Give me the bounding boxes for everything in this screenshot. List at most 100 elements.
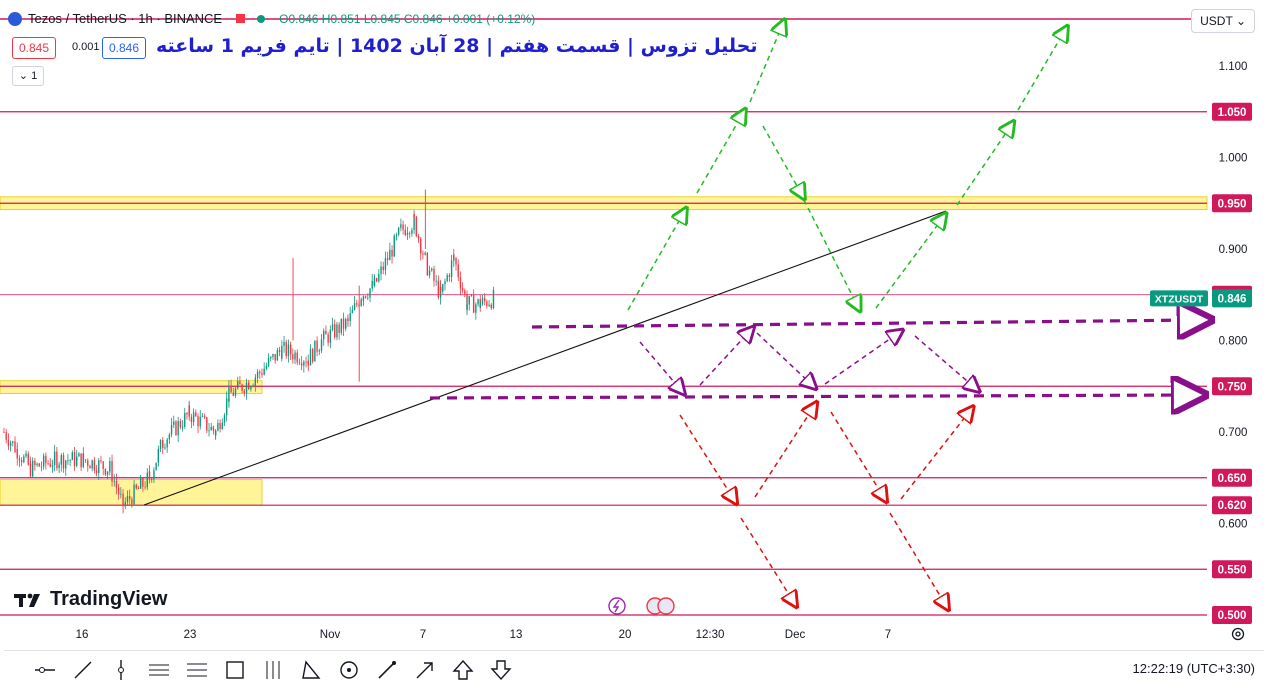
level-label: 0.500: [1218, 610, 1247, 622]
tradingview-logo-icon: [14, 593, 40, 607]
candle-body: [259, 371, 261, 374]
arrow-icon[interactable]: [412, 657, 438, 683]
candle-body: [314, 340, 316, 362]
candle-body: [12, 441, 14, 443]
candle-body: [5, 432, 7, 440]
brush-icon[interactable]: [374, 657, 400, 683]
candle-body: [179, 421, 182, 427]
tezos-coin-icon: [8, 11, 22, 26]
candle-body: [362, 296, 365, 301]
candle-body: [316, 340, 318, 352]
candle-body: [334, 324, 336, 338]
candle-body: [386, 258, 389, 261]
candle-body: [58, 464, 60, 469]
arrow-down-icon[interactable]: [488, 657, 514, 683]
candle-body: [393, 235, 395, 257]
candle-body: [188, 405, 190, 417]
candle-body: [29, 463, 32, 477]
candle-body: [439, 286, 442, 292]
candle-body: [389, 249, 391, 261]
candle-body: [300, 363, 303, 366]
candle-body: [47, 463, 49, 465]
candle-body: [25, 453, 27, 457]
triangle-pattern-icon[interactable]: [298, 657, 324, 683]
candle-body: [483, 298, 486, 302]
candle-body: [241, 384, 243, 391]
candle-body: [466, 304, 468, 310]
x-tick-label: Nov: [320, 629, 341, 641]
candle-body: [464, 290, 466, 294]
purple-scenario-arrow: [756, 332, 811, 384]
long-position-icon[interactable]: [260, 657, 286, 683]
candle-body: [113, 480, 115, 482]
candle-body: [278, 350, 281, 353]
lightning-icon: [612, 599, 620, 613]
candle-body: [287, 344, 290, 357]
candle-body: [195, 412, 197, 417]
candle-body: [62, 455, 65, 469]
arrow-up-icon[interactable]: [450, 657, 476, 683]
horizontal-ray-icon[interactable]: [32, 657, 58, 683]
buy-price-button[interactable]: 0.846: [102, 37, 147, 59]
candle-body: [18, 458, 21, 461]
last-price-label: 0.846: [1218, 293, 1247, 305]
candle-body: [51, 465, 54, 467]
candle-body: [23, 456, 25, 463]
candle-body: [109, 461, 111, 470]
parallel-channel-icon[interactable]: [146, 657, 172, 683]
indicators-toggle-button[interactable]: ⌄ 1: [12, 66, 44, 86]
ohlc-values: O0.846 H0.851 L0.845 C0.846 +0.001 (+0.1…: [279, 11, 536, 26]
candle-body: [42, 455, 45, 467]
trend-line-icon[interactable]: [70, 657, 96, 683]
candle-body: [139, 478, 142, 489]
fib-icon[interactable]: [184, 657, 210, 683]
tradingview-logo[interactable]: TradingView: [14, 588, 167, 611]
candle-body: [100, 460, 102, 462]
candle-body: [472, 295, 475, 313]
sell-price-button[interactable]: 0.845: [12, 37, 57, 59]
candle-body: [104, 468, 107, 475]
x-tick-label: 7: [420, 629, 426, 641]
green-scenario-arrow: [696, 115, 742, 194]
candle-body: [87, 460, 89, 466]
candle-body: [351, 309, 354, 314]
candle-body: [435, 280, 437, 282]
candle-body: [219, 422, 221, 429]
circle-icon[interactable]: [336, 657, 362, 683]
candle-body: [490, 304, 492, 309]
y-tick-label: 0.800: [1219, 336, 1248, 348]
symbol-legend[interactable]: Tezos / TetherUS · 1h · BINANCE O0.846 H…: [8, 11, 535, 26]
currency-select[interactable]: USDT ⌄: [1191, 9, 1255, 33]
candle-body: [391, 249, 393, 257]
candle-body: [14, 441, 16, 453]
candle-body: [444, 281, 446, 285]
clock-readout[interactable]: 12:22:19 (UTC+3:30): [1132, 661, 1255, 676]
candle-body: [102, 461, 104, 469]
candle-body: [76, 456, 78, 466]
y-tick-label: 0.700: [1219, 427, 1248, 439]
candle-body: [415, 216, 418, 237]
candle-body: [411, 230, 413, 234]
settings-gear-icon[interactable]: [1230, 626, 1246, 642]
candle-body: [177, 421, 179, 436]
x-tick-label: 12:30: [696, 629, 725, 641]
candle-body: [131, 499, 133, 505]
candle-body: [69, 460, 71, 461]
candle-body: [373, 278, 376, 286]
red-scenario-arrow: [754, 408, 813, 498]
candle-body: [91, 460, 93, 469]
vertical-line-icon[interactable]: [108, 657, 134, 683]
candle-body: [492, 289, 495, 309]
candle-body: [73, 452, 76, 466]
candle-body: [89, 465, 91, 469]
candle-body: [7, 439, 10, 446]
candle-body: [446, 275, 448, 282]
x-tick-label: Dec: [785, 629, 806, 641]
candle-body: [190, 416, 193, 423]
candle-body: [442, 284, 444, 292]
candle-body: [111, 461, 113, 482]
x-tick-label: 7: [885, 629, 891, 641]
purple-scenario-arrow: [824, 334, 897, 385]
rectangle-icon[interactable]: [222, 657, 248, 683]
